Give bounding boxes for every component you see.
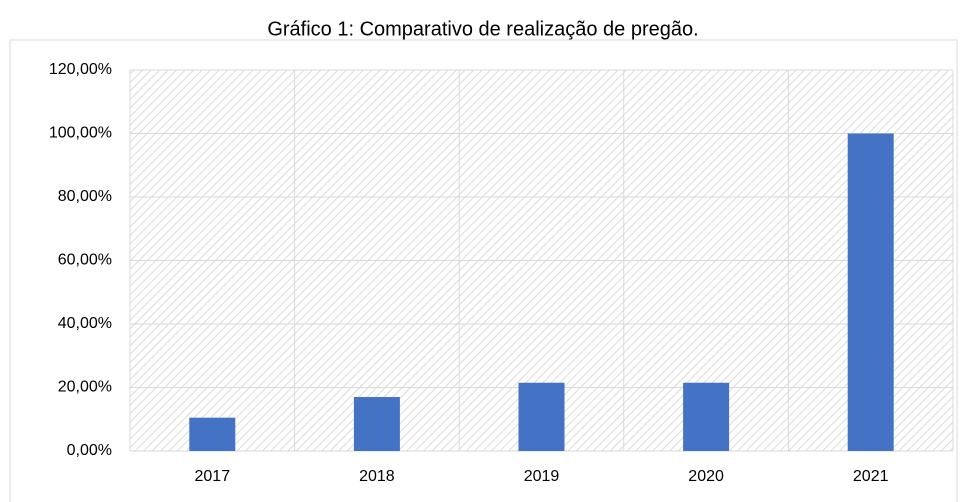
bar: [518, 382, 565, 451]
y-tick-label: 120,00%: [49, 61, 112, 78]
bar: [847, 133, 894, 451]
y-tick-label: 0,00%: [67, 442, 112, 459]
x-tick-label: 2021: [853, 468, 889, 485]
bar: [353, 397, 400, 451]
bar: [683, 382, 730, 451]
y-tick-label: 40,00%: [58, 315, 112, 332]
y-tick-label: 20,00%: [58, 379, 112, 396]
y-tick-label: 60,00%: [58, 252, 112, 269]
y-tick-label: 80,00%: [58, 188, 112, 205]
y-tick-label: 100,00%: [49, 125, 112, 142]
chart-title: Gráfico 1: Comparativo de realização de …: [267, 18, 698, 40]
x-tick-label: 2020: [688, 468, 724, 485]
x-tick-label: 2019: [524, 468, 560, 485]
x-tick-label: 2017: [195, 468, 231, 485]
bar: [189, 417, 236, 451]
x-tick-label: 2018: [359, 468, 395, 485]
